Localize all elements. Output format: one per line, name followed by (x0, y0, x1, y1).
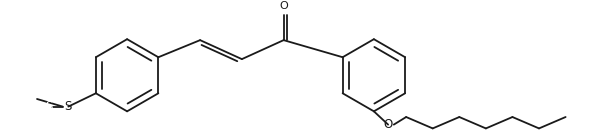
Text: S: S (46, 100, 53, 113)
Text: S: S (65, 100, 72, 113)
Text: O: O (279, 1, 288, 11)
Text: O: O (384, 118, 393, 131)
